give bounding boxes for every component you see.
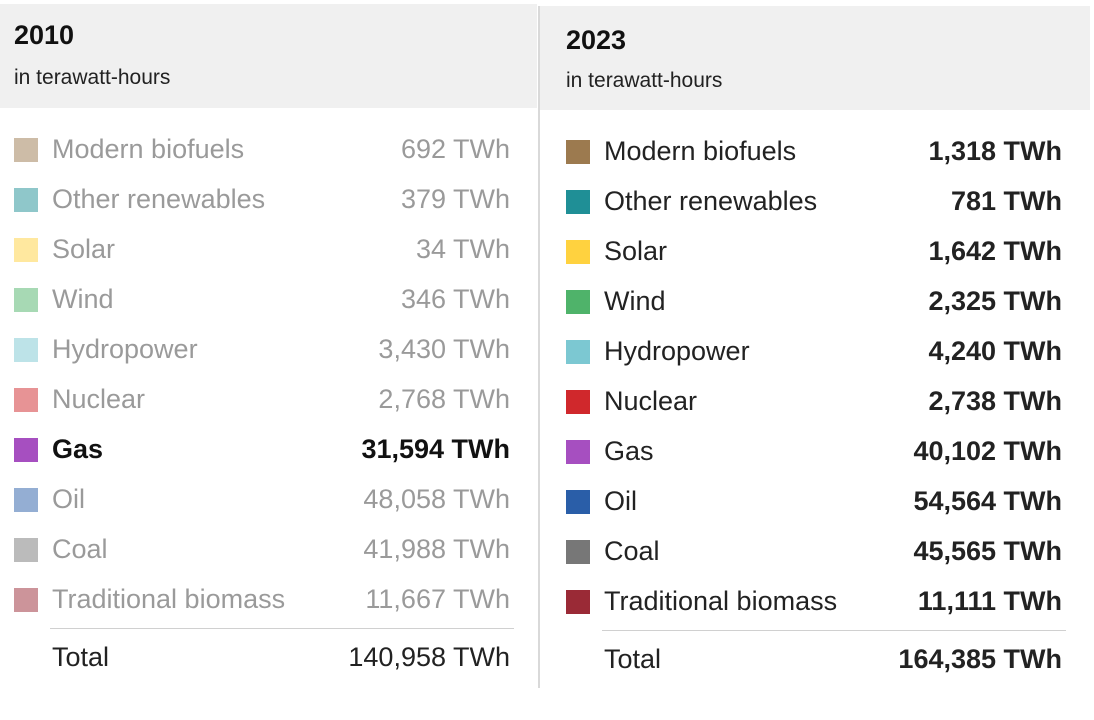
row-value: 45,565 TWh (913, 536, 1062, 566)
legend-swatch (14, 588, 38, 612)
table-row: Oil 54,564 TWh (540, 477, 1090, 527)
table-2010: 2010 in terawatt-hours Modern biofuels 69… (0, 0, 537, 690)
row-label: Other renewables (604, 186, 818, 216)
legend-swatch (566, 190, 590, 214)
table-row: Traditional biomass 11,667 TWh (0, 575, 537, 625)
table-row: Wind 346 TWh (0, 275, 537, 325)
row-value: 379 TWh (400, 184, 510, 214)
legend-swatch (14, 138, 38, 162)
panel-divider (538, 6, 540, 688)
row-label: Oil (604, 486, 637, 516)
row-label: Wind (604, 286, 666, 316)
row-label: Solar (52, 234, 116, 264)
table-header-2023: 2023 in terawatt-hours (540, 6, 1090, 110)
legend-swatch (14, 438, 38, 462)
row-label: Oil (52, 484, 85, 514)
table-row: Modern biofuels 692 TWh (0, 125, 537, 175)
row-label: Nuclear (52, 384, 146, 414)
table-row: Wind 2,325 TWh (540, 277, 1090, 327)
table-title-2023: 2023 (566, 25, 627, 55)
row-value: 3,430 TWh (378, 334, 510, 364)
legend-swatch (566, 290, 590, 314)
legend-swatch (566, 240, 590, 264)
legend-swatch (566, 340, 590, 364)
legend-swatch (14, 388, 38, 412)
row-value: 1,318 TWh (928, 136, 1062, 166)
table-row: Other renewables 781 TWh (540, 177, 1090, 227)
row-label: Hydropower (604, 336, 750, 366)
legend-swatch (14, 238, 38, 262)
row-value: 48,058 TWh (363, 484, 510, 514)
legend-swatch (566, 540, 590, 564)
table-row: Solar 34 TWh (0, 225, 537, 275)
row-value: 4,240 TWh (928, 336, 1062, 366)
row-label: Other renewables (52, 184, 266, 214)
row-label: Hydropower (52, 334, 198, 364)
row-value: 781 TWh (950, 186, 1062, 216)
total-label: Total (604, 644, 662, 674)
table-row: Hydropower 3,430 TWh (0, 325, 537, 375)
row-label: Gas (52, 434, 104, 464)
table-row: Nuclear 2,738 TWh (540, 377, 1090, 427)
total-divider (602, 630, 1066, 631)
table-row: Modern biofuels 1,318 TWh (540, 127, 1090, 177)
legend-swatch (566, 590, 590, 614)
table-row: Traditional biomass 11,111 TWh (540, 577, 1090, 627)
row-label: Traditional biomass (52, 584, 286, 614)
row-value: 11,111 TWh (917, 586, 1062, 616)
table-row: Oil 48,058 TWh (0, 475, 537, 525)
table-row: Other renewables 379 TWh (0, 175, 537, 225)
row-value: 346 TWh (400, 284, 510, 314)
total-value: 164,385 TWh (898, 644, 1062, 674)
row-label: Modern biofuels (52, 134, 245, 164)
row-value: 41,988 TWh (363, 534, 510, 564)
row-value: 1,642 TWh (928, 236, 1062, 266)
row-value: 2,768 TWh (378, 384, 510, 414)
legend-swatch (14, 188, 38, 212)
row-label: Nuclear (604, 386, 698, 416)
row-value: 31,594 TWh (361, 434, 510, 464)
legend-swatch (14, 538, 38, 562)
row-label: Traditional biomass (604, 586, 838, 616)
table-row: Coal 41,988 TWh (0, 525, 537, 575)
table-title-2010: 2010 (14, 20, 75, 50)
legend-swatch (14, 288, 38, 312)
table-header-2010: 2010 in terawatt-hours (0, 4, 537, 108)
row-label: Wind (52, 284, 114, 314)
row-value: 692 TWh (400, 134, 510, 164)
legend-swatch (566, 490, 590, 514)
total-value: 140,958 TWh (348, 642, 510, 672)
table-2023: 2023 in terawatt-hours Modern biofuels 1,… (540, 0, 1090, 690)
legend-swatch (566, 140, 590, 164)
table-row: Gas 31,594 TWh (0, 425, 537, 475)
table-subtitle-2023: in terawatt-hours (566, 69, 723, 92)
table-row: Hydropower 4,240 TWh (540, 327, 1090, 377)
row-value: 2,738 TWh (928, 386, 1062, 416)
row-label: Gas (604, 436, 654, 466)
total-label: Total (52, 642, 110, 672)
row-value: 54,564 TWh (913, 486, 1062, 516)
row-label: Coal (604, 536, 660, 566)
legend-swatch (14, 488, 38, 512)
table-row: Coal 45,565 TWh (540, 527, 1090, 577)
table-row: Solar 1,642 TWh (540, 227, 1090, 277)
legend-swatch (14, 338, 38, 362)
row-label: Coal (52, 534, 108, 564)
row-label: Solar (604, 236, 668, 266)
row-value: 40,102 TWh (913, 436, 1062, 466)
row-value: 11,667 TWh (365, 584, 510, 614)
row-value: 34 TWh (415, 234, 510, 264)
legend-swatch (566, 440, 590, 464)
legend-swatch (566, 390, 590, 414)
table-row: Gas 40,102 TWh (540, 427, 1090, 477)
table-subtitle-2010: in terawatt-hours (14, 66, 171, 89)
row-label: Modern biofuels (604, 136, 797, 166)
row-value: 2,325 TWh (928, 286, 1062, 316)
table-row: Nuclear 2,768 TWh (0, 375, 537, 425)
total-divider (50, 628, 514, 629)
